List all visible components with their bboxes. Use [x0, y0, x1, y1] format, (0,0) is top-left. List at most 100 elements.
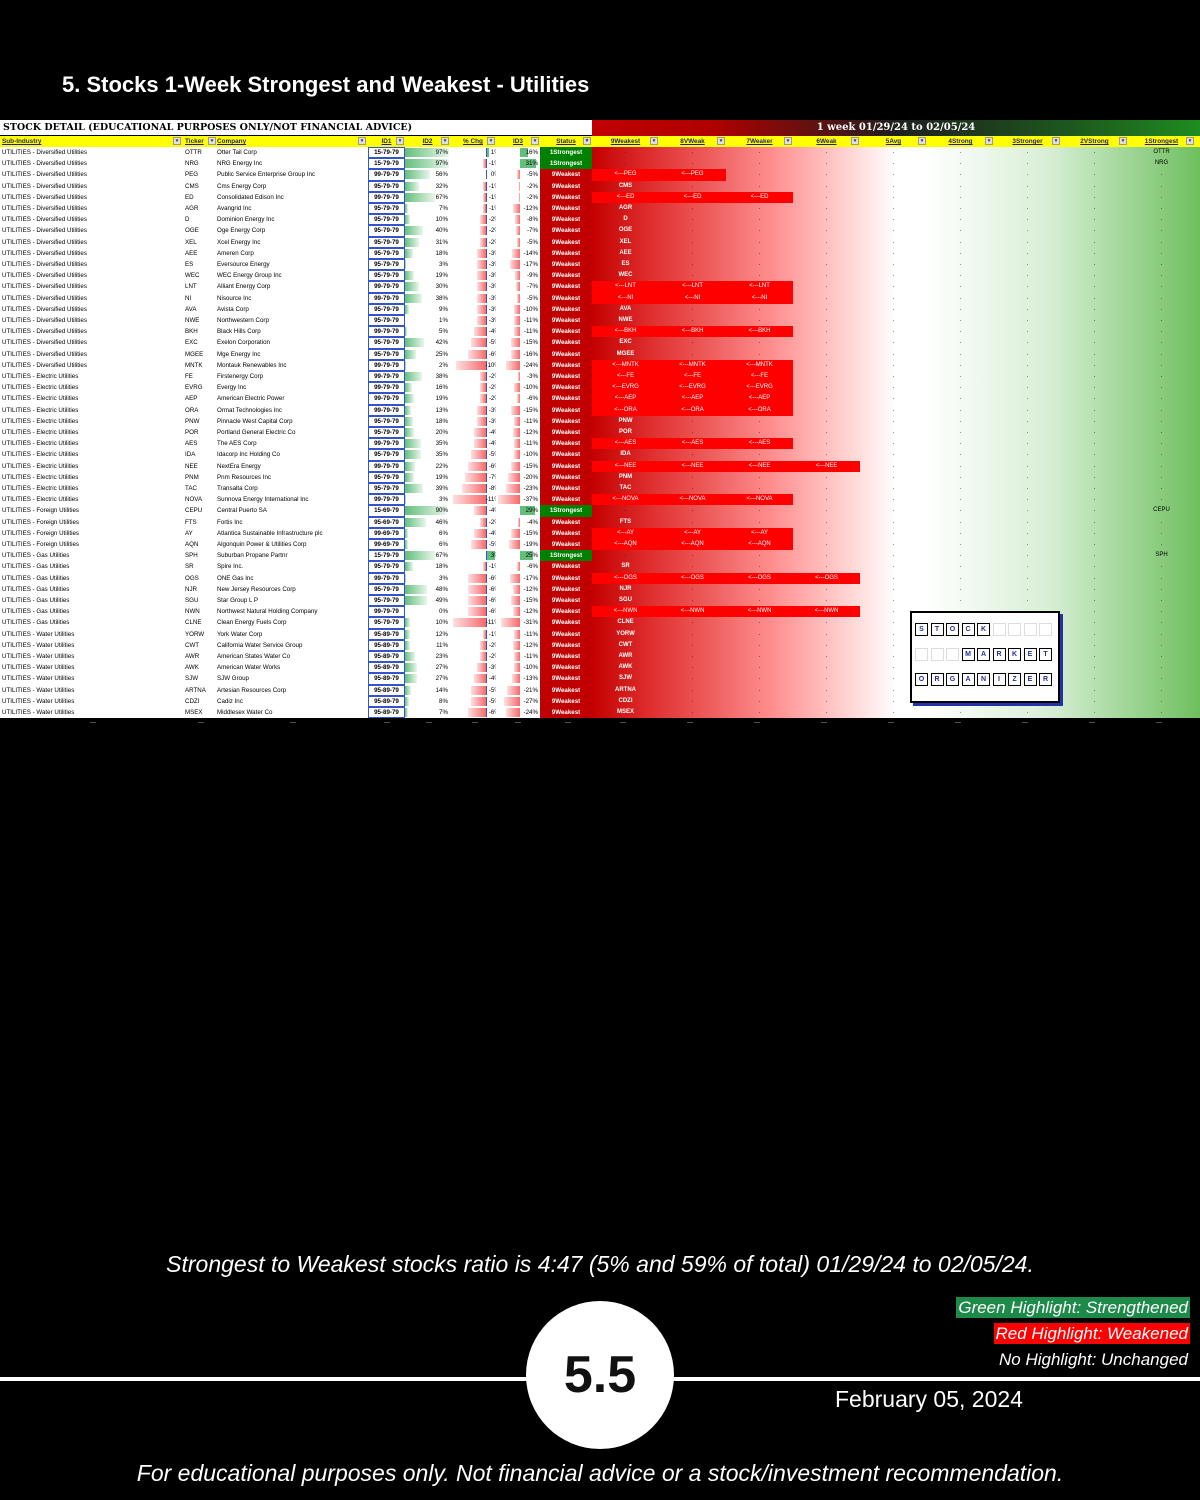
- table-row[interactable]: UTILITIES - Diversified Utilities AGR Avan…: [0, 203, 1200, 215]
- table-row[interactable]: UTILITIES - Electric Utilities FE Firstene…: [0, 371, 1200, 383]
- strength-column-header[interactable]: 5Avg ▾: [860, 136, 927, 147]
- strength-column-header[interactable]: 4Strong ▾: [927, 136, 994, 147]
- filter-dropdown-icon[interactable]: ▾: [918, 137, 926, 145]
- table-row[interactable]: UTILITIES - Foreign Utilities AY Atlantica…: [0, 527, 1200, 539]
- table-row[interactable]: UTILITIES - Electric Utilities TAC Transal…: [0, 483, 1200, 495]
- id3-bar: [513, 629, 521, 639]
- table-row[interactable]: UTILITIES - Electric Utilities ORA Ormat T…: [0, 404, 1200, 416]
- table-row[interactable]: UTILITIES - Diversified Utilities OTTR Ott…: [0, 147, 1200, 159]
- column-header[interactable]: Company ▾: [217, 136, 367, 147]
- filter-dropdown-icon[interactable]: ▾: [784, 137, 792, 145]
- filter-dropdown-icon[interactable]: ▾: [985, 137, 993, 145]
- table-row[interactable]: UTILITIES - Water Utilities CDZI Cadiz Inc…: [0, 695, 1200, 707]
- table-row[interactable]: UTILITIES - Diversified Utilities AVA Avis…: [0, 303, 1200, 315]
- table-row[interactable]: UTILITIES - Electric Utilities AEP America…: [0, 393, 1200, 405]
- strength-column-header[interactable]: 1Strongest ▾: [1128, 136, 1195, 147]
- strength-column-header[interactable]: 7Weaker ▾: [726, 136, 793, 147]
- filter-dropdown-icon[interactable]: ▾: [1119, 137, 1127, 145]
- filter-dropdown-icon[interactable]: ▾: [1186, 137, 1194, 145]
- filter-dropdown-icon[interactable]: ▾: [173, 137, 181, 145]
- strength-cell: .: [1026, 160, 1029, 167]
- column-header[interactable]: ID1 ▾: [368, 136, 405, 147]
- strength-cell: .: [758, 171, 761, 178]
- table-row[interactable]: UTILITIES - Diversified Utilities MGEE Mge…: [0, 348, 1200, 360]
- filter-dropdown-icon[interactable]: ▾: [717, 137, 725, 145]
- strength-column-header[interactable]: 2VStrong ▾: [1061, 136, 1128, 147]
- id3-bar: [503, 696, 521, 706]
- status-cell: 9Weakest: [540, 583, 592, 595]
- table-row[interactable]: UTILITIES - Diversified Utilities BKH Blac…: [0, 326, 1200, 338]
- column-header[interactable]: ID2 ▾: [405, 136, 450, 147]
- table-row[interactable]: UTILITIES - Electric Utilities PNM Pnm Res…: [0, 471, 1200, 483]
- logo-letter-cell: R: [992, 648, 1006, 661]
- table-row[interactable]: UTILITIES - Gas Utilities SPH Suburban Pro…: [0, 550, 1200, 562]
- table-row[interactable]: UTILITIES - Diversified Utilities LNT Alli…: [0, 281, 1200, 293]
- table-row[interactable]: UTILITIES - Electric Utilities AES The AES…: [0, 438, 1200, 450]
- table-row[interactable]: UTILITIES - Electric Utilities POR Portlan…: [0, 427, 1200, 439]
- table-row[interactable]: UTILITIES - Diversified Utilities EXC Exel…: [0, 337, 1200, 349]
- table-row[interactable]: UTILITIES - Electric Utilities EVRG Evergy…: [0, 382, 1200, 394]
- strength-column-header[interactable]: 3Stronger ▾: [994, 136, 1061, 147]
- column-header[interactable]: Sub-Industry ▾: [2, 136, 182, 147]
- status-cell: 9Weakest: [540, 359, 592, 371]
- table-row[interactable]: UTILITIES - Gas Utilities NJR New Jersey R…: [0, 583, 1200, 595]
- sub-industry-cell: UTILITIES - Diversified Utilities: [2, 317, 87, 324]
- table-row[interactable]: UTILITIES - Diversified Utilities OGE Oge …: [0, 225, 1200, 237]
- strength-column-header[interactable]: 9Weakest ▾: [592, 136, 659, 147]
- table-row[interactable]: UTILITIES - Diversified Utilities D Domini…: [0, 214, 1200, 226]
- table-row[interactable]: UTILITIES - Water Utilities AWK American W…: [0, 662, 1200, 674]
- filter-dropdown-icon[interactable]: ▾: [1052, 137, 1060, 145]
- id3-value: 16%: [525, 149, 538, 156]
- table-row[interactable]: UTILITIES - Diversified Utilities ES Evers…: [0, 259, 1200, 271]
- strength-column-header[interactable]: 6Weak ▾: [793, 136, 860, 147]
- table-row[interactable]: UTILITIES - Diversified Utilities NI Nisou…: [0, 292, 1200, 304]
- table-row[interactable]: UTILITIES - Foreign Utilities CEPU Central…: [0, 505, 1200, 517]
- table-row[interactable]: UTILITIES - Diversified Utilities AEE Amer…: [0, 247, 1200, 259]
- table-row[interactable]: UTILITIES - Gas Utilities SGU Star Group L…: [0, 595, 1200, 607]
- filter-dropdown-icon[interactable]: ▾: [396, 137, 404, 145]
- filter-dropdown-icon[interactable]: ▾: [531, 137, 539, 145]
- filter-dropdown-icon[interactable]: ▾: [650, 137, 658, 145]
- table-row[interactable]: UTILITIES - Diversified Utilities XEL Xcel…: [0, 236, 1200, 248]
- table-row[interactable]: UTILITIES - Water Utilities ARTNA Artesian…: [0, 684, 1200, 696]
- strength-cell: .: [959, 249, 962, 256]
- table-row[interactable]: UTILITIES - Gas Utilities SR Spire Inc. 95-…: [0, 561, 1200, 573]
- sub-industry-cell: UTILITIES - Diversified Utilities: [2, 238, 87, 246]
- table-row[interactable]: UTILITIES - Electric Utilities IDA Idacorp…: [0, 449, 1200, 461]
- table-row[interactable]: UTILITIES - Electric Utilities NEE NextEra…: [0, 460, 1200, 472]
- filter-dropdown-icon[interactable]: ▾: [851, 137, 859, 145]
- pct-change-cell: -10%: [450, 360, 496, 371]
- table-row[interactable]: UTILITIES - Electric Utilities NOVA Sunnov…: [0, 494, 1200, 506]
- strength-cell: <---BKH: [659, 326, 726, 338]
- table-row[interactable]: UTILITIES - Diversified Utilities CMS Cms …: [0, 180, 1200, 192]
- column-header[interactable]: Status ▼: [540, 136, 592, 147]
- ticker-cell: PNM: [185, 473, 199, 481]
- table-row[interactable]: UTILITIES - Water Utilities SJW SJW Group 9…: [0, 673, 1200, 685]
- table-row[interactable]: UTILITIES - Gas Utilities OGS ONE Gas Inc 9…: [0, 572, 1200, 584]
- table-row[interactable]: UTILITIES - Diversified Utilities NRG NRG …: [0, 158, 1200, 170]
- strength-cell: .: [1160, 317, 1163, 323]
- table-row[interactable]: UTILITIES - Electric Utilities PNW Pinnacl…: [0, 415, 1200, 427]
- table-row[interactable]: UTILITIES - Water Utilities CWT California…: [0, 639, 1200, 651]
- column-header[interactable]: Ticker ▾: [185, 136, 217, 147]
- table-row[interactable]: UTILITIES - Diversified Utilities WEC WEC …: [0, 270, 1200, 282]
- filter-dropdown-icon[interactable]: ▾: [358, 137, 366, 145]
- table-row[interactable]: UTILITIES - Diversified Utilities ED Conso…: [0, 191, 1200, 203]
- filter-dropdown-icon[interactable]: ▾: [487, 137, 495, 145]
- status-cell: 9Weakest: [540, 348, 592, 360]
- filter-dropdown-icon[interactable]: ▼: [583, 137, 591, 145]
- table-row[interactable]: UTILITIES - Diversified Utilities NWE Nort…: [0, 315, 1200, 327]
- filter-dropdown-icon[interactable]: ▾: [441, 137, 449, 145]
- table-row[interactable]: UTILITIES - Diversified Utilities PEG Publ…: [0, 169, 1200, 181]
- table-row[interactable]: UTILITIES - Diversified Utilities MNTK Mon…: [0, 359, 1200, 371]
- status-cell: 9Weakest: [540, 516, 592, 528]
- table-row[interactable]: UTILITIES - Water Utilities MSEX Middlesex…: [0, 707, 1200, 719]
- filter-dropdown-icon[interactable]: ▾: [208, 137, 216, 145]
- column-header[interactable]: % Chg ▾: [450, 136, 496, 147]
- strength-column-header[interactable]: 8VWeak ▾: [659, 136, 726, 147]
- column-header[interactable]: ID3 ▾: [496, 136, 540, 147]
- table-row[interactable]: UTILITIES - Foreign Utilities FTS Fortis I…: [0, 516, 1200, 528]
- table-row[interactable]: UTILITIES - Water Utilities AWR American S…: [0, 651, 1200, 663]
- table-row[interactable]: UTILITIES - Foreign Utilities AQN Algonqui…: [0, 539, 1200, 551]
- table-row[interactable]: UTILITIES - Water Utilities YORW York Wate…: [0, 628, 1200, 640]
